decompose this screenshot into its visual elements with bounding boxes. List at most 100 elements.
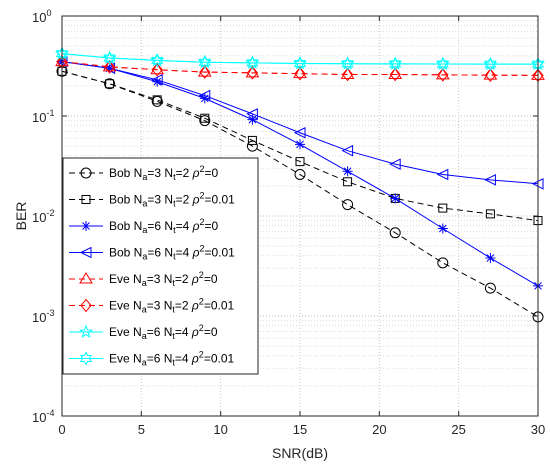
legend-label: Bob Na=6 Nt=4 ρ2=0.01 bbox=[109, 244, 235, 262]
legend-entry: Eve Na=6 Nt=4 ρ2=0.01 bbox=[69, 350, 235, 368]
ticks: 0 5 10 15 20 25 30 10-4 10-3 10-2 10-1 100 bbox=[32, 8, 545, 437]
legend-label: Eve Na=6 Nt=4 ρ2=0 bbox=[109, 323, 218, 341]
data-point bbox=[437, 223, 448, 234]
legend-label: Eve Na=3 Nt=2 ρ2=0 bbox=[109, 270, 218, 288]
data-point bbox=[389, 56, 402, 71]
data-point bbox=[438, 203, 448, 213]
data-point bbox=[293, 66, 307, 79]
data-point bbox=[484, 57, 497, 72]
data-point bbox=[343, 177, 353, 187]
data-point bbox=[437, 257, 449, 269]
y-tick-label: 10-2 bbox=[32, 208, 54, 225]
data-point bbox=[341, 56, 354, 71]
y-axis-title: BER bbox=[13, 202, 29, 231]
legend-swatch-marker bbox=[80, 167, 92, 179]
x-tick-label: 10 bbox=[213, 422, 227, 437]
data-point bbox=[198, 55, 211, 70]
data-point bbox=[341, 67, 354, 82]
data-point bbox=[485, 253, 496, 264]
data-point bbox=[104, 78, 116, 90]
data-point bbox=[152, 95, 162, 105]
legend-label: Bob Na=3 Nt=2 ρ2=0.01 bbox=[109, 191, 235, 209]
legend-swatch-marker bbox=[81, 195, 91, 204]
data-point bbox=[246, 66, 259, 80]
data-point bbox=[483, 68, 498, 80]
x-tick-label: 15 bbox=[293, 422, 307, 437]
x-tick-label: 5 bbox=[138, 422, 145, 437]
y-tick-label: 10-1 bbox=[32, 108, 54, 125]
data-point bbox=[152, 76, 163, 87]
data-point bbox=[341, 144, 354, 157]
series-line bbox=[61, 61, 539, 185]
data-point bbox=[342, 199, 354, 211]
x-tick-label: 20 bbox=[372, 422, 386, 437]
legend-swatch-marker bbox=[81, 221, 91, 231]
data-point bbox=[294, 169, 306, 181]
legend-label: Bob Na=6 Nt=4 ρ2=0 bbox=[109, 217, 218, 235]
x-tick-label: 0 bbox=[58, 422, 65, 437]
data-point bbox=[105, 79, 115, 89]
y-tick-label: 100 bbox=[32, 8, 51, 25]
series-line bbox=[61, 70, 539, 222]
legend-swatch-marker bbox=[78, 324, 94, 339]
series-line bbox=[61, 70, 539, 318]
legend-label: Eve Na=3 Nt=2 ρ2=0.01 bbox=[109, 297, 235, 315]
x-tick-label: 30 bbox=[531, 422, 545, 437]
data-point bbox=[388, 67, 403, 80]
data-point bbox=[199, 65, 211, 79]
grid bbox=[62, 16, 538, 416]
data-point bbox=[437, 68, 449, 82]
data-point bbox=[294, 66, 306, 81]
data-point bbox=[293, 126, 306, 139]
data-point bbox=[245, 65, 260, 78]
x-tick-label: 25 bbox=[451, 422, 465, 437]
data-point bbox=[151, 74, 163, 86]
legend-entry: Eve Na=3 Nt=2 ρ2=0.01 bbox=[69, 297, 235, 315]
data-point bbox=[102, 59, 117, 72]
series-layer bbox=[54, 46, 546, 323]
data-point bbox=[246, 140, 258, 152]
data-point bbox=[246, 108, 258, 120]
legend-entry: Bob Na=6 Nt=4 ρ2=0 bbox=[69, 217, 218, 235]
data-point bbox=[485, 209, 495, 219]
data-point bbox=[389, 158, 401, 170]
legend-entry: Bob Na=3 Nt=2 ρ2=0 bbox=[69, 164, 218, 182]
data-point bbox=[389, 227, 401, 239]
data-point bbox=[247, 135, 257, 145]
data-point bbox=[484, 68, 497, 82]
data-point bbox=[151, 53, 164, 68]
x-axis-title: SNR(dB) bbox=[272, 445, 328, 461]
data-point bbox=[150, 62, 165, 75]
legend-entry: Bob Na=3 Nt=2 ρ2=0.01 bbox=[69, 191, 235, 209]
data-point bbox=[199, 115, 211, 127]
data-point bbox=[198, 89, 211, 102]
data-point bbox=[247, 114, 258, 125]
legend-box bbox=[62, 157, 259, 375]
legend-swatch-marker bbox=[79, 272, 93, 284]
data-point bbox=[103, 60, 116, 74]
legend: Bob Na=3 Nt=2 ρ2=0 Bob Na=3 Nt=2 ρ2=0.01 B… bbox=[62, 157, 259, 375]
series-line bbox=[61, 53, 538, 65]
legend-entry: Eve Na=6 Nt=4 ρ2=0 bbox=[69, 323, 218, 341]
data-point bbox=[295, 157, 305, 167]
legend-swatch-marker bbox=[79, 246, 92, 259]
data-point bbox=[246, 55, 259, 70]
legend-entry: Eve Na=3 Nt=2 ρ2=0 bbox=[69, 270, 218, 288]
data-point bbox=[200, 113, 210, 123]
y-tick-label: 10-4 bbox=[32, 408, 54, 425]
data-point bbox=[436, 168, 449, 181]
data-point bbox=[295, 139, 305, 150]
data-point bbox=[342, 166, 353, 177]
data-point bbox=[197, 65, 212, 77]
data-point bbox=[390, 193, 401, 204]
data-point bbox=[151, 62, 163, 77]
data-point bbox=[484, 282, 496, 294]
legend-label: Eve Na=6 Nt=4 ρ2=0.01 bbox=[109, 350, 235, 368]
y-tick-label: 10-3 bbox=[32, 308, 54, 325]
data-point bbox=[435, 67, 450, 80]
data-point bbox=[293, 56, 307, 71]
legend-label: Bob Na=3 Nt=2 ρ2=0 bbox=[109, 164, 218, 182]
data-point bbox=[389, 67, 401, 82]
data-point bbox=[484, 174, 496, 186]
